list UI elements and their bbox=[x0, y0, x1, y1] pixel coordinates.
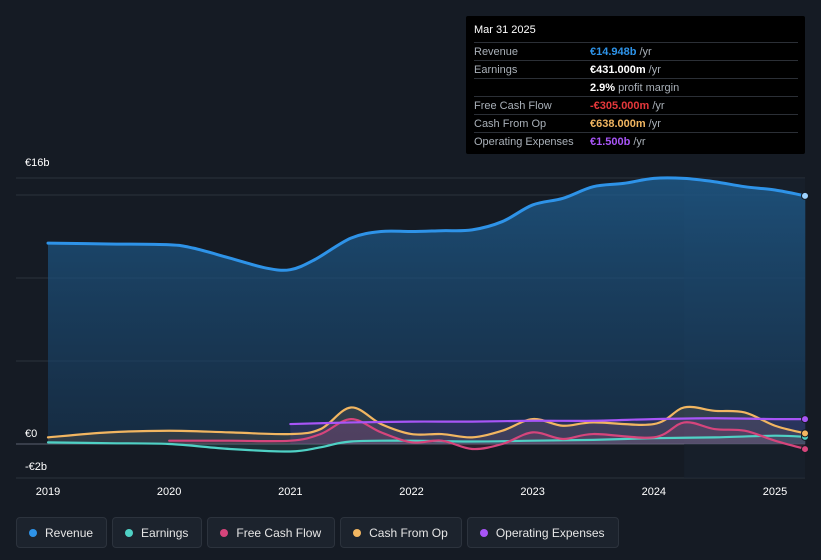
tooltip-row-unit: profit margin bbox=[618, 81, 680, 94]
legend-item-earnings[interactable]: Earnings bbox=[112, 517, 203, 548]
line-earnings bbox=[46, 434, 807, 453]
legend-dot-icon bbox=[220, 528, 229, 537]
tooltip-row-value: €1.500b bbox=[590, 135, 631, 148]
end-marker-free-cash-flow bbox=[801, 445, 809, 454]
line-cash-from-op bbox=[46, 405, 807, 439]
legend-item-cash-from-op[interactable]: Cash From Op bbox=[340, 517, 462, 548]
x-tick-label: 2019 bbox=[36, 486, 60, 498]
end-marker-operating-expenses bbox=[801, 415, 809, 424]
tooltip-row-unit: /yr bbox=[639, 45, 652, 58]
tooltip-row-label: Revenue bbox=[474, 45, 519, 58]
tooltip-row: Free Cash Flow -€305.000m/yr bbox=[474, 96, 798, 114]
tooltip-row-value: -€305.000m bbox=[590, 99, 650, 112]
x-axis-labels: 2019 2020 2021 2022 2023 2024 2025 bbox=[36, 486, 787, 498]
line-operating-expenses bbox=[289, 417, 807, 426]
tooltip-row-label: Cash From Op bbox=[474, 117, 547, 130]
y-tick-label: €0 bbox=[25, 428, 37, 440]
tooltip-row-value: 2.9% bbox=[590, 81, 616, 94]
legend-dot-icon bbox=[125, 528, 134, 537]
y-tick-label: -€2b bbox=[25, 461, 47, 473]
tooltip-row-value: €431.000m bbox=[590, 63, 646, 76]
legend-item-free-cash-flow[interactable]: Free Cash Flow bbox=[207, 517, 336, 548]
legend-item-operating-expenses[interactable]: Operating Expenses bbox=[466, 517, 619, 548]
x-tick-label: 2021 bbox=[278, 486, 302, 498]
legend-label: Free Cash Flow bbox=[236, 525, 322, 540]
area-free-cash-flow bbox=[169, 419, 806, 450]
legend-item-revenue[interactable]: Revenue bbox=[16, 517, 108, 548]
legend-label: Operating Expenses bbox=[495, 525, 605, 540]
legend-dot-icon bbox=[29, 528, 37, 537]
legend-dot-icon bbox=[353, 528, 362, 537]
tooltip-row-label: Earnings bbox=[474, 63, 518, 76]
tooltip-rows: Revenue €14.948b/yr Earnings €431.000m/yr 2.… bbox=[474, 42, 798, 150]
tooltip-row-unit: /yr bbox=[648, 63, 661, 76]
y-axis-labels: €16b €0 -€2b bbox=[25, 157, 49, 473]
legend: Revenue Earnings Free Cash Flow Cash From O… bbox=[16, 517, 619, 548]
tooltip-panel: Mar 31 2025 Revenue €14.948b/yr Earnings €4… bbox=[466, 16, 805, 154]
tooltip-row-unit: /yr bbox=[633, 135, 646, 148]
legend-dot-icon bbox=[479, 528, 488, 537]
tooltip-row: Operating Expenses €1.500b/yr bbox=[474, 132, 798, 150]
area-revenue bbox=[48, 177, 806, 444]
line-revenue bbox=[46, 176, 807, 272]
tooltip-row-value: €638.000m bbox=[590, 117, 646, 130]
tooltip-row-unit: /yr bbox=[648, 117, 661, 130]
tooltip-row: Cash From Op €638.000m/yr bbox=[474, 114, 798, 132]
revenue-area bbox=[48, 177, 806, 452]
tooltip-row: 2.9% profit margin bbox=[474, 78, 798, 96]
legend-label: Cash From Op bbox=[369, 525, 448, 540]
tooltip-row: Earnings €431.000m/yr bbox=[474, 60, 798, 78]
x-tick-label: 2023 bbox=[520, 486, 544, 498]
x-tick-label: 2025 bbox=[763, 486, 787, 498]
legend-label: Earnings bbox=[141, 525, 189, 540]
line-free-cash-flow bbox=[168, 417, 807, 451]
tooltip-row-label: Operating Expenses bbox=[474, 135, 574, 148]
end-marker-revenue bbox=[801, 191, 809, 200]
series-end-markers bbox=[801, 191, 809, 454]
x-tick-label: 2020 bbox=[157, 486, 181, 498]
tooltip-row-unit: /yr bbox=[652, 99, 665, 112]
tooltip-date: Mar 31 2025 bbox=[474, 24, 536, 36]
legend-label: Revenue bbox=[45, 525, 94, 540]
tooltip-row: Revenue €14.948b/yr bbox=[474, 42, 798, 60]
x-tick-label: 2024 bbox=[642, 486, 666, 498]
tooltip-row-label: Free Cash Flow bbox=[474, 99, 552, 112]
x-tick-label: 2022 bbox=[399, 486, 423, 498]
y-tick-label: €16b bbox=[25, 157, 49, 169]
tooltip-row-value: €14.948b bbox=[590, 45, 637, 58]
end-marker-cash-from-op bbox=[801, 429, 809, 438]
series-lines bbox=[46, 176, 807, 453]
